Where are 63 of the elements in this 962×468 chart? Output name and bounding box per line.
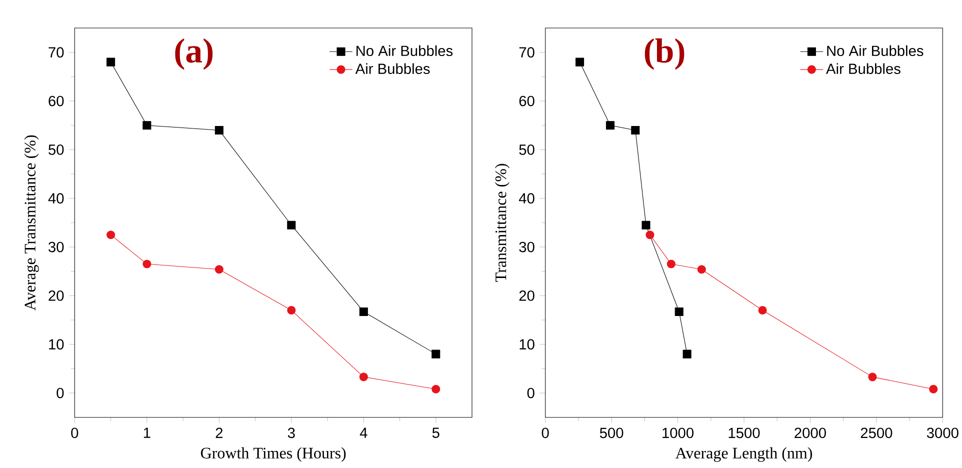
y-tick-label: 0 xyxy=(56,388,64,398)
x-tick-label: 0 xyxy=(542,428,549,438)
point xyxy=(929,384,938,394)
legend-label: No Air Bubbles xyxy=(827,45,924,56)
point xyxy=(666,260,676,268)
legend-label: Air Bubbles xyxy=(355,63,430,74)
x-tick-label: 4 xyxy=(360,428,368,438)
y-tick-label: 10 xyxy=(520,339,534,350)
point xyxy=(214,265,224,274)
point xyxy=(359,372,368,382)
point xyxy=(758,306,767,315)
legend-label: No Air Bubbles xyxy=(356,45,453,56)
x-tick-label: 3 xyxy=(288,428,295,438)
y-tick-label: 30 xyxy=(519,242,534,252)
x-axis-title: Average Length (nm) xyxy=(675,447,812,462)
point xyxy=(287,220,296,230)
point xyxy=(142,260,152,268)
y-tick-label: 50 xyxy=(519,144,534,155)
chart-title: (a) xyxy=(175,38,213,70)
x-tick-label: 500 xyxy=(600,428,624,438)
x-tick-label: 2500 xyxy=(860,428,892,438)
point xyxy=(214,126,224,134)
point xyxy=(106,58,116,66)
y-tick-label: 70 xyxy=(48,47,64,58)
x-tick-label: 0 xyxy=(71,428,78,438)
y-tick-label: 0 xyxy=(527,388,534,398)
y-tick-label: 40 xyxy=(48,193,64,204)
y-tick-label: 60 xyxy=(519,96,534,106)
legend-label: Air Bubbles xyxy=(826,63,900,74)
point xyxy=(682,350,692,358)
point xyxy=(142,121,152,130)
point xyxy=(642,220,650,230)
point xyxy=(359,307,368,316)
y-tick-label: 20 xyxy=(519,290,534,301)
point xyxy=(868,372,877,382)
y-tick-label: 20 xyxy=(48,290,64,301)
point xyxy=(432,384,440,394)
point xyxy=(674,307,684,316)
chart-title: (b) xyxy=(644,38,684,70)
x-axis-title: Growth Times (Hours) xyxy=(200,447,346,462)
point xyxy=(646,230,654,240)
x-tick-label: 2 xyxy=(216,428,222,438)
point xyxy=(606,121,615,130)
x-tick-label: 5 xyxy=(432,428,440,438)
point xyxy=(697,265,706,274)
point xyxy=(576,58,584,66)
point xyxy=(631,126,640,134)
x-tick-label: 1500 xyxy=(728,428,760,438)
y-tick-label: 40 xyxy=(518,193,534,204)
y-tick-label: 60 xyxy=(48,96,64,106)
x-tick-label: 1 xyxy=(144,428,150,438)
x-tick-label: 1000 xyxy=(662,428,694,438)
point xyxy=(106,230,116,240)
point xyxy=(432,350,440,358)
y-tick-label: 70 xyxy=(519,47,534,58)
y-axis-title: Transmittance (%) xyxy=(494,164,510,282)
y-axis-title: Average Transmittance (%) xyxy=(24,135,39,310)
y-tick-label: 50 xyxy=(48,144,64,155)
y-tick-label: 30 xyxy=(48,242,64,252)
x-tick-label: 2000 xyxy=(794,428,826,438)
point xyxy=(287,306,296,315)
y-tick-label: 10 xyxy=(49,339,64,350)
x-tick-label: 3000 xyxy=(926,428,958,438)
